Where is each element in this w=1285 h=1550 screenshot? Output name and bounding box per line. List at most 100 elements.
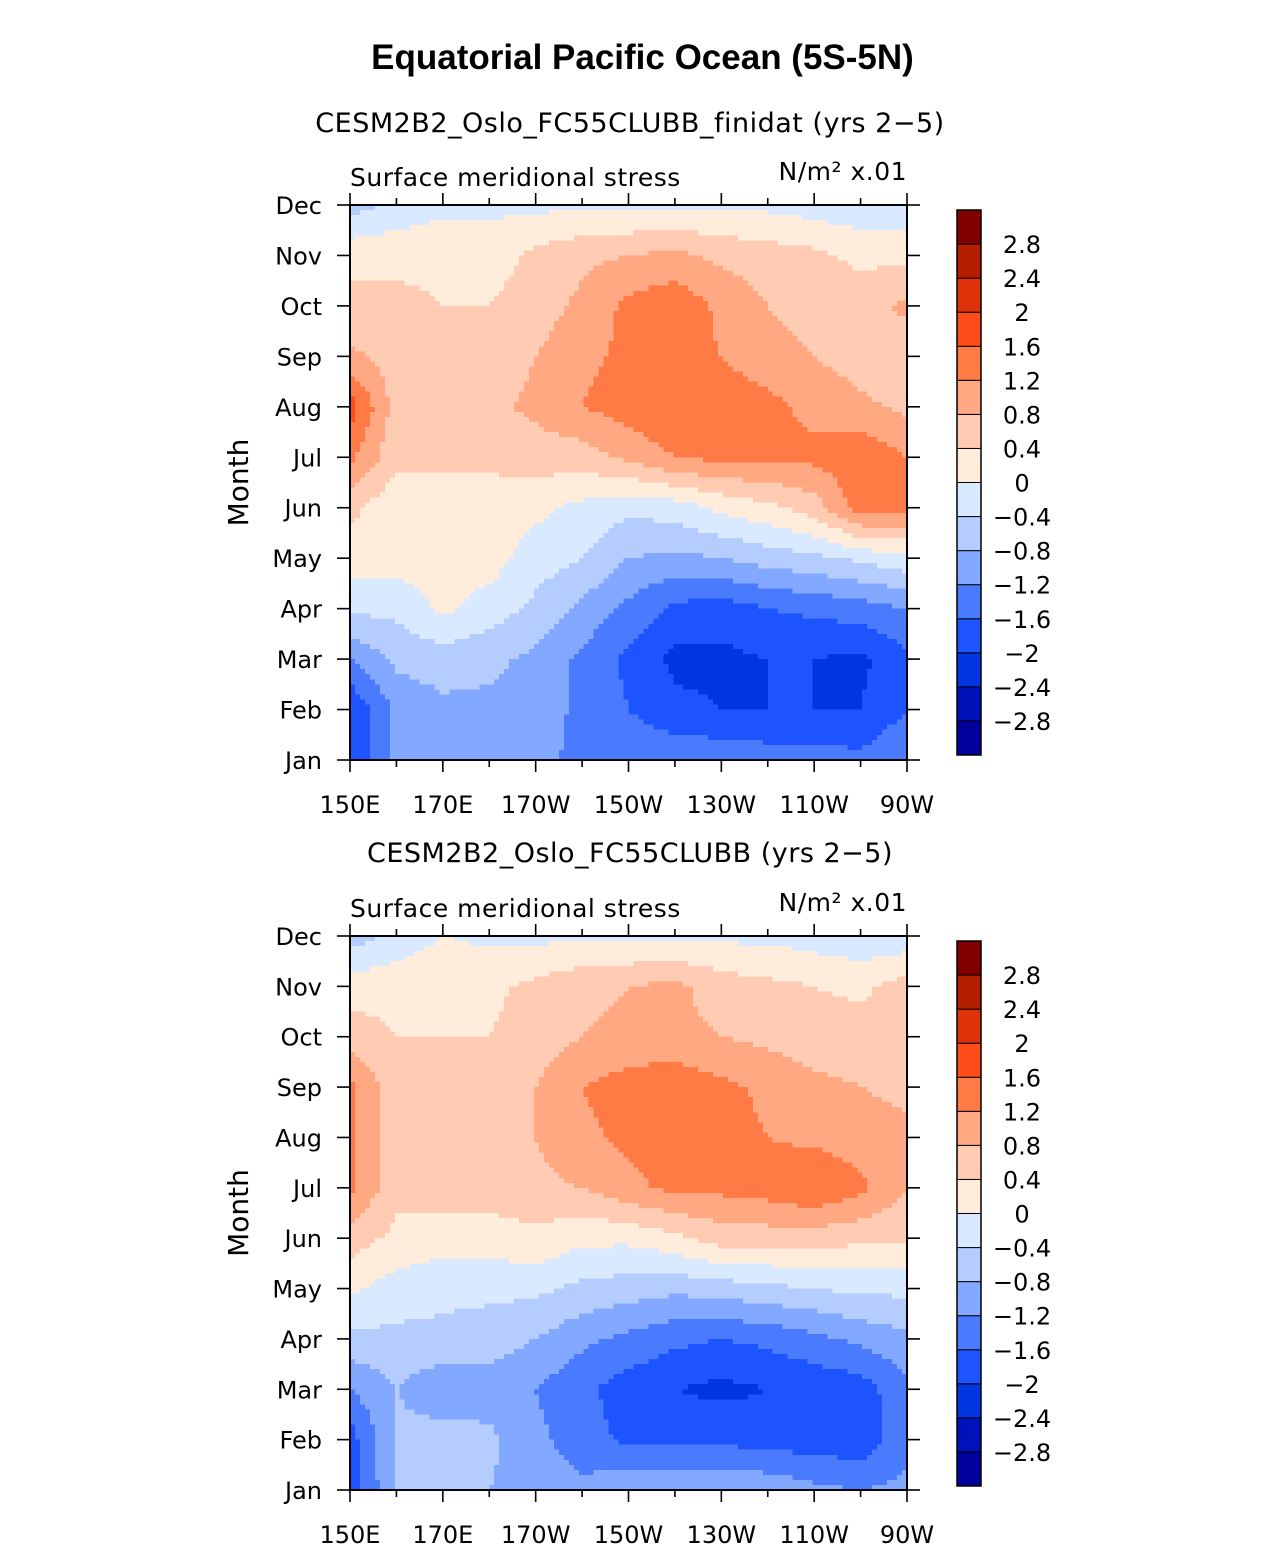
contour-field-0 [350,205,908,761]
contour-cell [444,276,450,282]
contour-cell [862,271,868,277]
contour-cell [609,245,615,251]
contour-cell [564,225,570,231]
contour-cell [758,240,764,246]
contour-cell [817,276,823,282]
contour-cell [882,250,888,256]
contour-cell [619,266,625,272]
contour-cell [400,225,406,231]
contour-cell [862,225,868,231]
contour-cell [564,276,570,282]
contour-cell [733,235,739,241]
contour-cell [454,255,460,261]
contour-cell [693,210,699,216]
contour-cell [862,255,868,261]
contour-cell [827,240,833,246]
contour-cell [430,255,436,261]
contour-cell [693,271,699,277]
contour-cell [420,210,426,216]
contour-cell [564,261,570,267]
contour-cell [619,210,625,216]
contour-cell [683,240,689,246]
contour-cell [638,261,644,267]
contour-cell [897,250,903,256]
contour-cell [897,220,903,226]
contour-cell [723,215,729,221]
contour-cell [733,255,739,261]
contour-cell [425,210,431,216]
contour-cell [877,276,883,282]
contour-cell [569,245,575,251]
contour-cell [693,250,699,256]
contour-cell [798,255,804,261]
contour-cell [614,281,620,287]
contour-cell [872,215,878,221]
contour-cell [743,276,749,282]
contour-cell [808,276,814,282]
contour-cell [529,276,535,282]
contour-cell [594,266,600,272]
contour-cell [459,235,465,241]
contour-cell [489,245,495,251]
contour-cell [355,220,361,226]
contour-cell [370,281,376,287]
contour-cell [529,215,535,221]
contour-cell [688,235,694,241]
contour-cell [499,230,505,236]
contour-cell [683,281,689,287]
contour-cell [862,281,868,287]
contour-cell [783,220,789,226]
contour-cell [798,245,804,251]
contour-cell [425,220,431,226]
contour-cell [852,240,858,246]
contour-cell [584,271,590,277]
contour-cell [544,261,550,267]
contour-cell [862,215,868,221]
contour-cell [385,220,391,226]
contour-cell [474,276,480,282]
contour-cell [355,266,361,272]
contour-cell [444,286,450,292]
contour-cell [773,220,779,226]
contour-cell [803,230,809,236]
contour-cell [454,266,460,272]
contour-cell [494,281,500,287]
contour-cell [837,220,843,226]
contour-cell [882,255,888,261]
contour-cell [509,230,515,236]
contour-cell [614,271,620,277]
contour-cell [479,230,485,236]
contour-cell [877,271,883,277]
contour-cell [519,240,525,246]
contour-cell [703,245,709,251]
contour-cell [454,225,460,231]
contour-cell [653,245,659,251]
contour-cell [887,235,893,241]
contour-cell [867,230,873,236]
contour-cell [619,250,625,256]
contour-cell [579,225,585,231]
contour-cell [643,245,649,251]
contour-cell [375,240,381,246]
contour-cell [539,230,545,236]
contour-cell [698,245,704,251]
contour-cell [638,230,644,236]
contour-cell [793,225,799,231]
contour-cell [524,215,530,221]
contour-cell [484,225,490,231]
contour-cell [509,210,515,216]
contour-cell [514,276,520,282]
contour-cell [753,220,759,226]
contour-cell [837,245,843,251]
contour-cell [554,235,560,241]
contour-cell [554,240,560,246]
contour-cell [539,225,545,231]
contour-cell [788,235,794,241]
contour-cell [425,250,431,256]
contour-cell [842,276,848,282]
contour-cell [778,250,784,256]
contour-cell [589,266,595,272]
contour-cell [768,261,774,267]
contour-cell [624,255,630,261]
contour-cell [435,250,441,256]
